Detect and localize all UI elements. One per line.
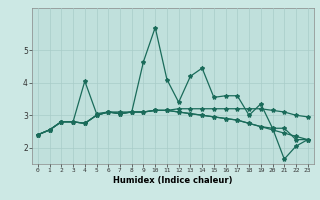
X-axis label: Humidex (Indice chaleur): Humidex (Indice chaleur) [113, 176, 233, 185]
